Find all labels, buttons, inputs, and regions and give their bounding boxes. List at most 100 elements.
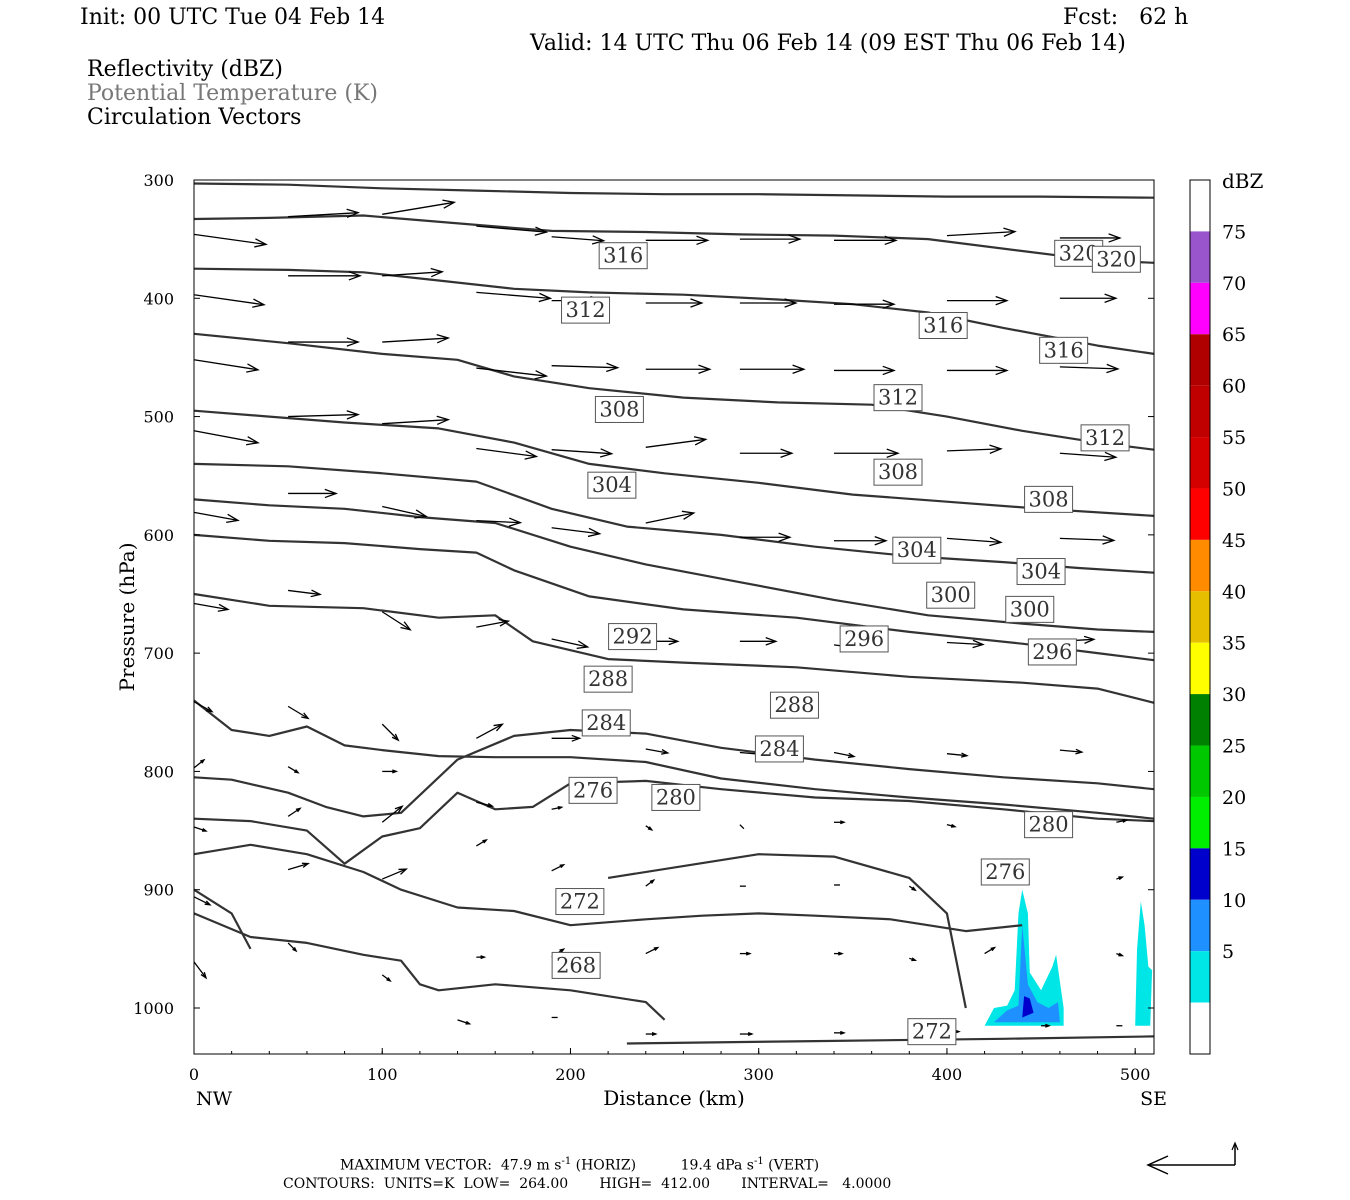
vector-head bbox=[745, 951, 752, 956]
init-time-label: Init: 00 UTC Tue 04 Feb 14 bbox=[80, 5, 386, 30]
theta-contour-line bbox=[607, 853, 967, 1009]
circulation-vector bbox=[739, 637, 778, 646]
vector-head bbox=[950, 823, 957, 828]
colorbar-bin bbox=[1190, 591, 1210, 643]
circulation-vector bbox=[645, 825, 654, 831]
vector-head bbox=[668, 637, 680, 646]
circulation-vector bbox=[946, 823, 957, 828]
contour-label-box bbox=[1005, 595, 1055, 623]
vector-head bbox=[200, 758, 206, 764]
contour-label: 280 bbox=[1024, 811, 1074, 839]
colorbar: 75 70 65 60 55 50 45 40 35 30 25 20 15 10 5 bbox=[1189, 179, 1246, 1055]
circulation-vector bbox=[381, 974, 392, 983]
circulation-vector bbox=[1059, 535, 1116, 545]
vector-head bbox=[1122, 819, 1129, 823]
circulation-vector bbox=[1041, 1023, 1051, 1028]
vector-shaft bbox=[551, 527, 600, 535]
vector-head bbox=[1118, 876, 1125, 881]
colorbar-tick-label: 30 bbox=[1222, 684, 1246, 706]
theta-contour-line bbox=[193, 498, 1155, 633]
contour-label-text: 276 bbox=[985, 860, 1025, 884]
circulation-vector bbox=[946, 639, 985, 649]
circulation-vector bbox=[551, 863, 566, 872]
contour-label: 312 bbox=[561, 296, 611, 324]
vector-head bbox=[414, 509, 429, 519]
contour-label: 312 bbox=[873, 384, 923, 412]
vector-shaft bbox=[457, 1019, 470, 1025]
vector-shaft bbox=[288, 212, 359, 218]
vector-head bbox=[882, 299, 896, 309]
x-tick-label: 400 bbox=[932, 1065, 963, 1084]
contour-label-box bbox=[907, 1018, 957, 1046]
contour-label-text: 296 bbox=[844, 627, 884, 651]
vector-head bbox=[398, 868, 408, 875]
contour-label: 288 bbox=[583, 665, 633, 693]
vector-head bbox=[1104, 293, 1118, 304]
vector-head bbox=[690, 298, 704, 308]
circulation-vector bbox=[645, 436, 708, 448]
legend-reflectivity: Reflectivity (dBZ) bbox=[87, 57, 283, 82]
theta-contour-line bbox=[193, 779, 1155, 865]
theta-contour-line bbox=[193, 533, 1155, 662]
circulation-vector bbox=[946, 295, 1009, 306]
contours-info-label: CONTOURS: UNITS=K LOW= 264.00 HIGH= 412.… bbox=[283, 1176, 892, 1192]
vector-shaft bbox=[193, 359, 259, 371]
circulation-vector bbox=[381, 723, 400, 742]
contour-label: 280 bbox=[651, 783, 701, 811]
contour-label-box bbox=[651, 783, 701, 811]
horiz-tag: (HORIZ) bbox=[575, 1157, 637, 1174]
vector-head bbox=[559, 863, 566, 869]
vector-head bbox=[1075, 748, 1084, 755]
contour-label-box bbox=[892, 536, 942, 564]
vector-head bbox=[346, 208, 361, 219]
contour-label-box bbox=[1024, 811, 1074, 839]
contour-label-text: 288 bbox=[588, 667, 628, 691]
vector-head bbox=[698, 364, 712, 374]
vector-shaft bbox=[551, 449, 612, 455]
circulation-vector bbox=[645, 235, 710, 246]
vector-shaft bbox=[476, 723, 503, 739]
vector-shaft bbox=[193, 294, 265, 306]
circulation-vector bbox=[1059, 451, 1118, 462]
contour-label-text: 316 bbox=[923, 313, 963, 337]
vector-shaft bbox=[984, 947, 995, 955]
max-vector-vert-value: 19.4 dPa s bbox=[680, 1157, 754, 1174]
vector-shaft bbox=[381, 611, 411, 631]
contour-label-text: 288 bbox=[774, 693, 814, 717]
vector-head bbox=[960, 752, 969, 758]
contour-label-box bbox=[598, 242, 648, 270]
x-tick-label: 100 bbox=[367, 1065, 398, 1084]
circulation-vector bbox=[739, 1032, 754, 1037]
circulation-vector bbox=[382, 769, 399, 774]
vector-head bbox=[784, 298, 798, 308]
circulation-vector bbox=[193, 233, 268, 248]
contour-label-text: 312 bbox=[1085, 426, 1125, 450]
contour-label-text: 292 bbox=[613, 625, 653, 649]
reflectivity-region bbox=[1135, 901, 1153, 1026]
contour-label: 320 bbox=[1091, 245, 1141, 273]
vector-shaft bbox=[946, 641, 983, 646]
theta-contour-line bbox=[193, 888, 252, 950]
contour-label-text: 320 bbox=[1096, 247, 1136, 271]
circulation-vector bbox=[1059, 363, 1120, 374]
contour-label: 300 bbox=[926, 581, 976, 609]
theta-contour-line bbox=[193, 332, 1155, 451]
colorbar-tick-label: 35 bbox=[1222, 633, 1246, 655]
theta-contour-line bbox=[193, 728, 1155, 818]
vector-head bbox=[1106, 363, 1120, 374]
colorbar-bin bbox=[1190, 796, 1210, 849]
circulation-vector bbox=[946, 536, 1003, 547]
y-tick-label: 500 bbox=[143, 408, 174, 427]
circulation-vector bbox=[739, 448, 794, 458]
contour-label: 304 bbox=[587, 471, 637, 499]
colorbar-tick-label: 55 bbox=[1222, 427, 1246, 449]
vector-head bbox=[205, 706, 214, 713]
vector-head bbox=[886, 448, 900, 458]
vector-shaft bbox=[288, 413, 359, 418]
contour-label: 268 bbox=[551, 951, 601, 979]
vector-head bbox=[1045, 1023, 1051, 1028]
y-tick-label: 700 bbox=[143, 644, 174, 663]
vector-head bbox=[295, 807, 302, 813]
vector-head bbox=[874, 536, 888, 546]
forecast-hour-label: Fcst: 62 h bbox=[1063, 5, 1189, 30]
